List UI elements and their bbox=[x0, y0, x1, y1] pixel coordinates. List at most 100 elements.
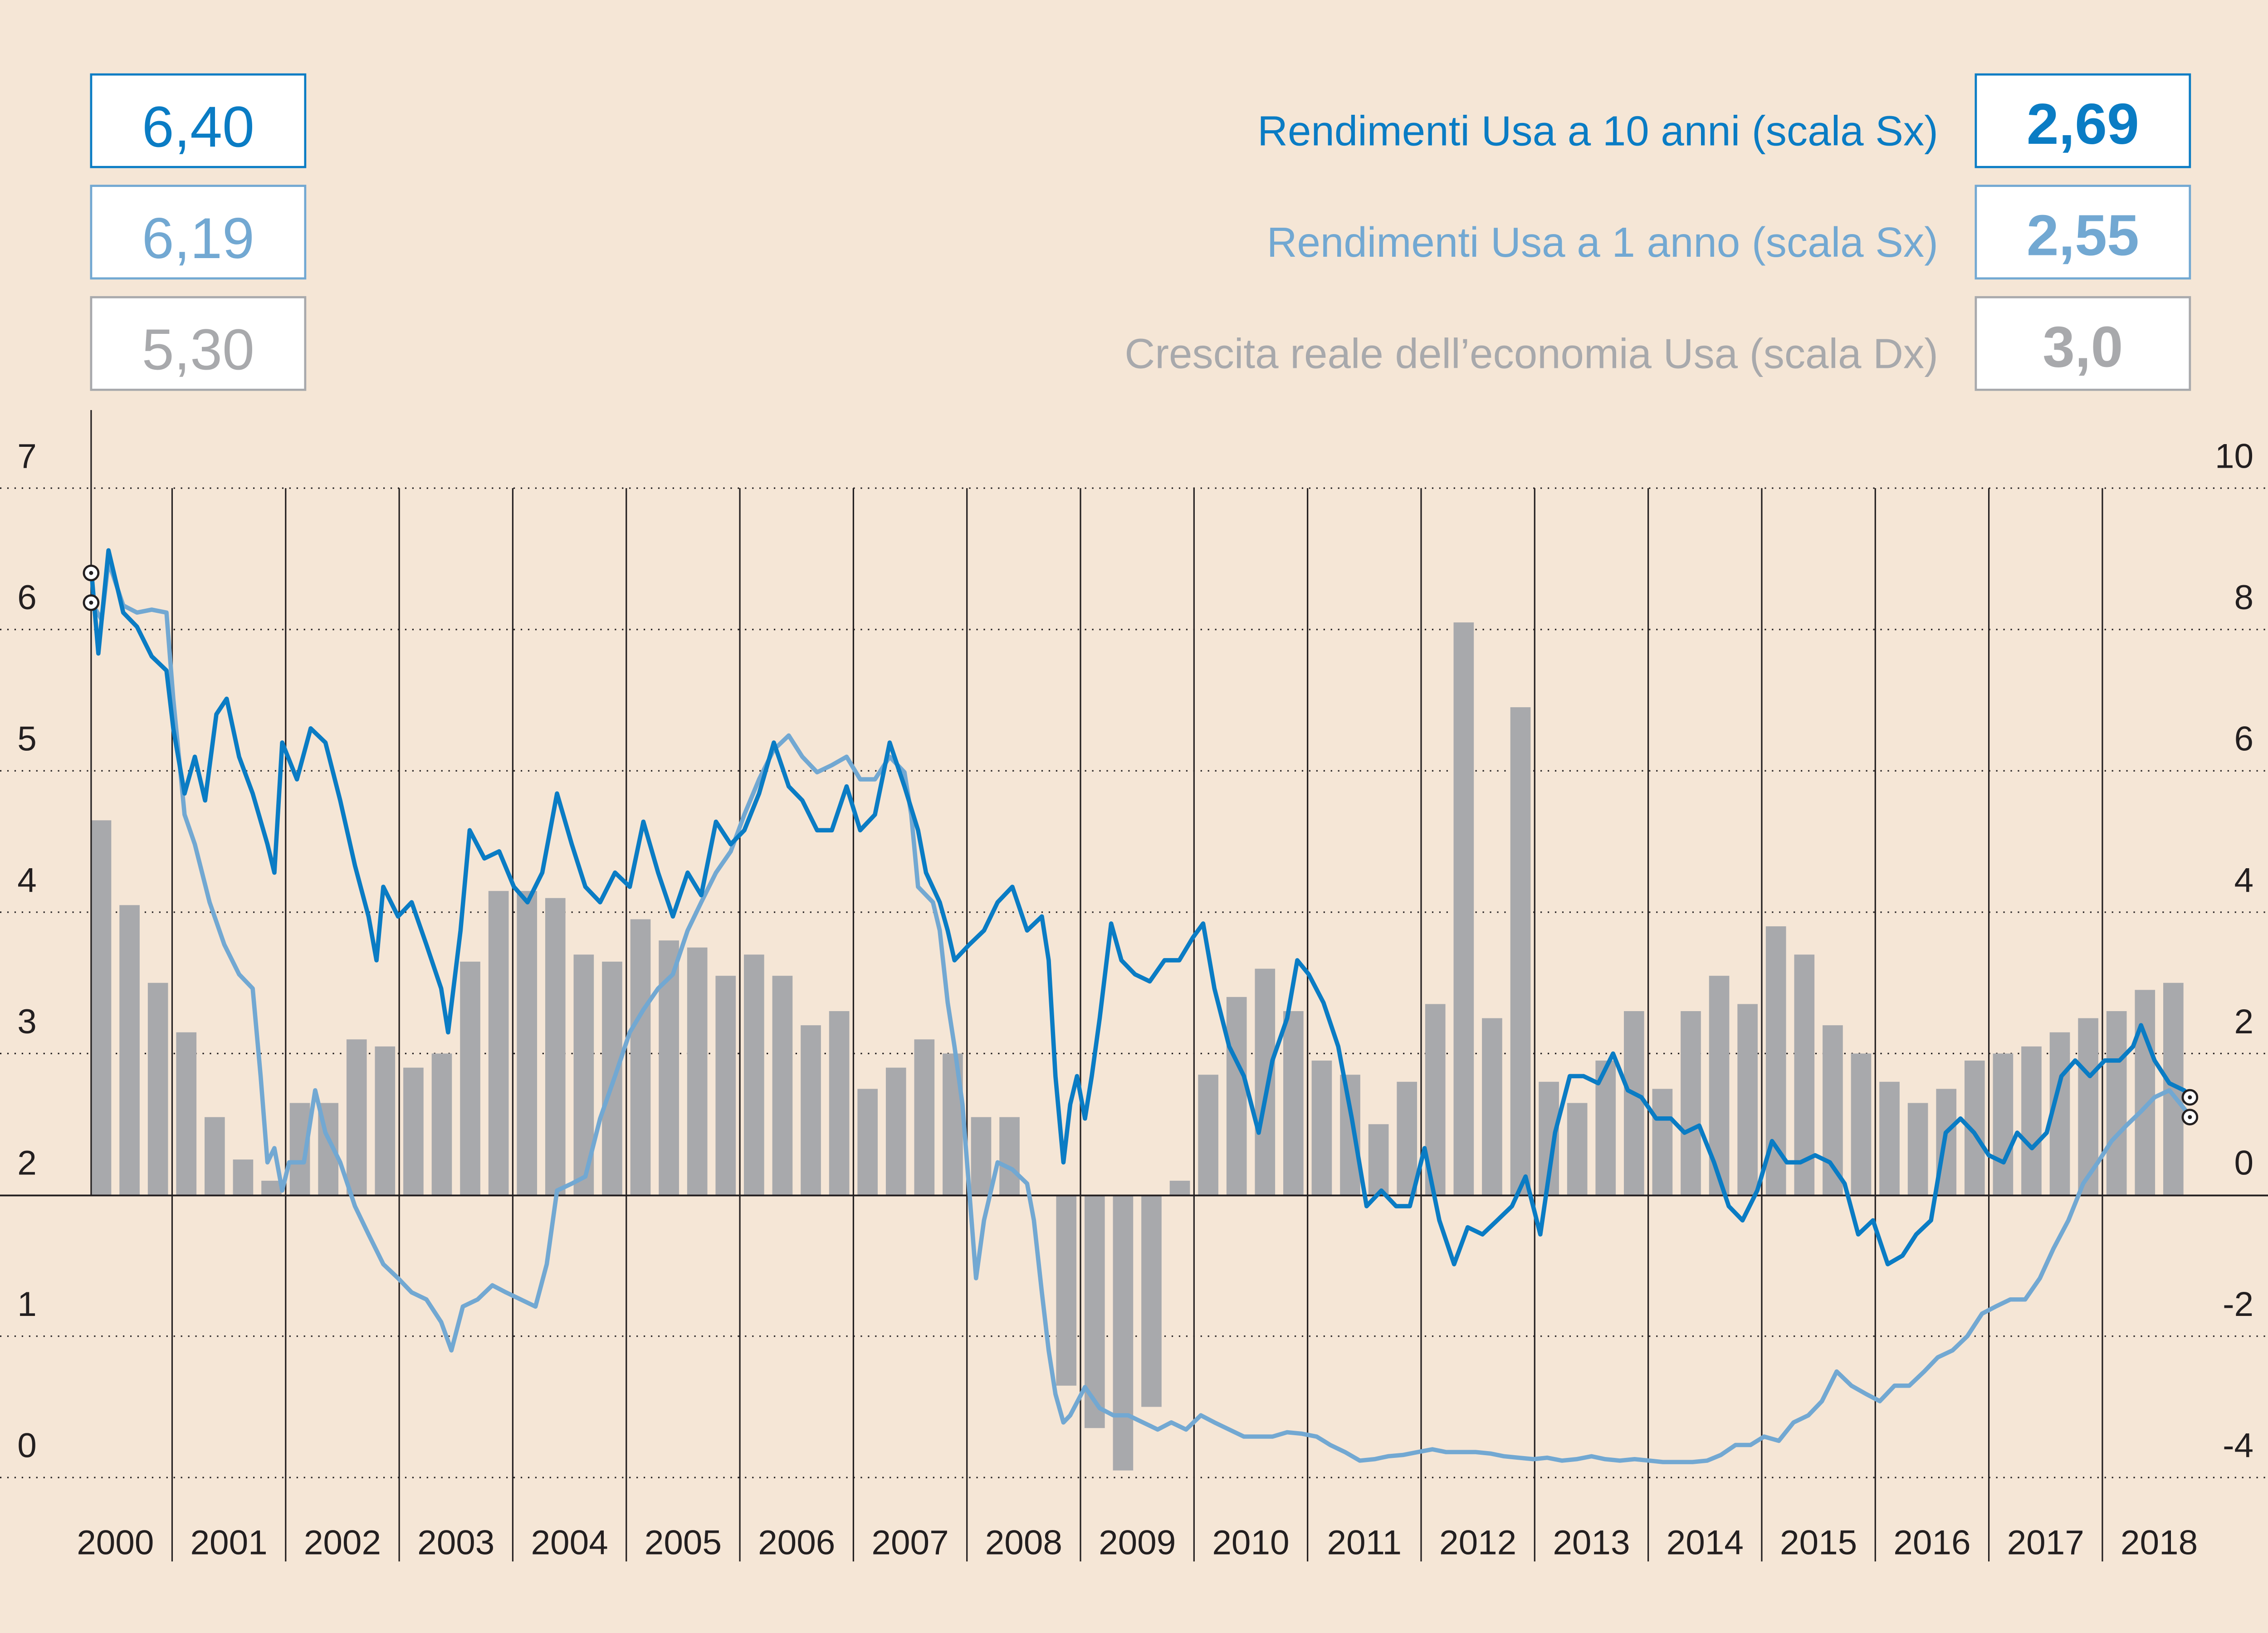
x-axis-tick-label: 2008 bbox=[985, 1523, 1062, 1562]
end-value-box-1y bbox=[1975, 185, 2191, 280]
legend: Rendimenti Usa a 10 anni (scala Sx) Rend… bbox=[1124, 73, 2191, 391]
gdp-bar bbox=[147, 983, 168, 1195]
gdp-bar bbox=[744, 954, 764, 1195]
gdp-bar bbox=[1737, 1004, 1758, 1195]
chart-background bbox=[0, 63, 2268, 1570]
gdp-bar bbox=[1056, 1195, 1077, 1386]
endpoint-marker-dot bbox=[2188, 1115, 2192, 1120]
gdp-bar bbox=[715, 976, 736, 1195]
gdp-bar bbox=[914, 1039, 935, 1195]
gdp-bar bbox=[375, 1046, 396, 1195]
gdp-bar bbox=[2106, 1011, 2127, 1195]
gdp-bar bbox=[1283, 1011, 1304, 1195]
gdp-bar bbox=[91, 820, 112, 1195]
left-axis-tick-label: 6 bbox=[17, 578, 37, 617]
gdp-bar bbox=[885, 1067, 906, 1195]
gdp-bar bbox=[1169, 1180, 1190, 1195]
gdp-bar bbox=[261, 1180, 282, 1195]
x-axis-tick-label: 2010 bbox=[1212, 1523, 1289, 1562]
endpoint-marker-dot bbox=[2188, 1095, 2192, 1100]
gdp-bar bbox=[1482, 1018, 1502, 1195]
gdp-bar bbox=[403, 1067, 424, 1195]
left-axis-tick-label: 2 bbox=[17, 1144, 37, 1182]
legend-label-1y: Rendimenti Usa a 1 anno (scala Sx) bbox=[1267, 219, 1938, 266]
x-axis-tick-label: 2018 bbox=[2121, 1523, 2198, 1562]
left-axis-tick-label: 7 bbox=[17, 437, 37, 476]
year-separators bbox=[90, 410, 2103, 1562]
gdp-bar bbox=[1681, 1011, 1701, 1195]
x-axis-tick-label: 2013 bbox=[1553, 1523, 1630, 1562]
left-axis-tick-label: 0 bbox=[17, 1427, 37, 1465]
gdp-bar bbox=[545, 898, 566, 1195]
gdp-bar bbox=[431, 1053, 452, 1195]
gdp-bar bbox=[1198, 1075, 1218, 1195]
gdp-bar bbox=[2135, 990, 2156, 1195]
x-axis-tick-label: 2016 bbox=[1893, 1523, 1970, 1562]
gdp-bar bbox=[687, 947, 708, 1195]
gdp-bar bbox=[233, 1159, 254, 1195]
end-value-box-10y bbox=[1975, 73, 2191, 168]
x-axis-tick-label: 2007 bbox=[871, 1523, 948, 1562]
gdp-bar bbox=[1141, 1195, 1162, 1407]
gdp-bar bbox=[1907, 1103, 1928, 1195]
gdp-bar bbox=[1255, 968, 1276, 1195]
gdp-bar bbox=[119, 905, 140, 1195]
axis-tick-labels: 0 1 2 3 4 5 6 7 -4 -2 0 2 4 6 8 10 2000 2001 2002 2003 2004 2… bbox=[17, 437, 2253, 1562]
legend-start-values: 6,40 6,19 5,30 bbox=[90, 73, 307, 391]
start-value-box-gdp bbox=[90, 296, 307, 391]
gdp-bar bbox=[801, 1025, 821, 1195]
gdp-bar bbox=[1226, 997, 1247, 1195]
right-axis-tick-label: 8 bbox=[2234, 578, 2254, 617]
x-axis-tick-label: 2004 bbox=[531, 1523, 608, 1562]
line-1y-yield bbox=[89, 559, 2193, 1464]
x-axis-tick-label: 2014 bbox=[1667, 1523, 1744, 1562]
gdp-bar bbox=[1311, 1061, 1332, 1195]
endpoint-marker-dot bbox=[89, 601, 93, 605]
end-value-1y: 2,55 bbox=[2027, 204, 2139, 268]
legend-label-gdp: Crescita reale dell’economia Usa (scala … bbox=[1124, 330, 1938, 377]
yield-lines bbox=[89, 548, 2193, 1464]
endpoint-markers bbox=[83, 564, 2199, 1126]
x-axis-tick-label: 2005 bbox=[645, 1523, 722, 1562]
gdp-bar bbox=[829, 1011, 850, 1195]
gdp-bar bbox=[1623, 1011, 1644, 1195]
start-value-1y: 6,19 bbox=[142, 206, 254, 271]
end-value-gdp: 3,0 bbox=[2043, 315, 2123, 379]
right-axis-tick-label: 10 bbox=[2215, 437, 2253, 476]
x-axis-tick-label: 2009 bbox=[1099, 1523, 1176, 1562]
end-value-10y: 2,69 bbox=[2027, 92, 2139, 156]
gdp-bar bbox=[460, 961, 480, 1195]
start-value-box-1y bbox=[90, 185, 307, 280]
gdp-bar bbox=[1851, 1053, 1872, 1195]
start-value-10y: 6,40 bbox=[142, 95, 254, 160]
x-axis-tick-label: 2002 bbox=[304, 1523, 381, 1562]
x-axis-tick-label: 2011 bbox=[1327, 1523, 1402, 1562]
gdp-bar bbox=[517, 891, 538, 1195]
gdp-bar bbox=[1368, 1124, 1389, 1195]
left-axis-tick-label: 4 bbox=[17, 861, 37, 900]
end-value-box-gdp bbox=[1975, 296, 2191, 391]
gdp-bar bbox=[176, 1032, 197, 1195]
x-axis-tick-label: 2012 bbox=[1439, 1523, 1516, 1562]
x-axis-tick-label: 2001 bbox=[191, 1523, 268, 1562]
gdp-bar bbox=[1567, 1103, 1588, 1195]
gdp-bar bbox=[205, 1117, 225, 1195]
start-value-box-10y bbox=[90, 73, 307, 168]
endpoint-marker-dot bbox=[89, 571, 93, 575]
gdp-bar bbox=[971, 1117, 992, 1195]
legend-label-10y: Rendimenti Usa a 10 anni (scala Sx) bbox=[1257, 107, 1938, 154]
x-axis-tick-label: 2003 bbox=[417, 1523, 494, 1562]
gdp-bar bbox=[1397, 1081, 1418, 1195]
gdp-bar bbox=[1453, 622, 1474, 1195]
gdp-bar bbox=[1993, 1053, 2014, 1195]
gdp-bar bbox=[999, 1117, 1020, 1195]
right-axis-tick-label: 2 bbox=[2234, 1002, 2254, 1041]
left-axis-tick-label: 3 bbox=[17, 1002, 37, 1041]
right-axis-tick-label: 4 bbox=[2234, 861, 2254, 900]
gdp-bar bbox=[772, 976, 793, 1195]
gdp-bar bbox=[1113, 1195, 1134, 1471]
gdp-bar bbox=[1652, 1089, 1673, 1195]
x-axis-tick-label: 2006 bbox=[758, 1523, 835, 1562]
right-axis-tick-label: 0 bbox=[2234, 1144, 2254, 1182]
